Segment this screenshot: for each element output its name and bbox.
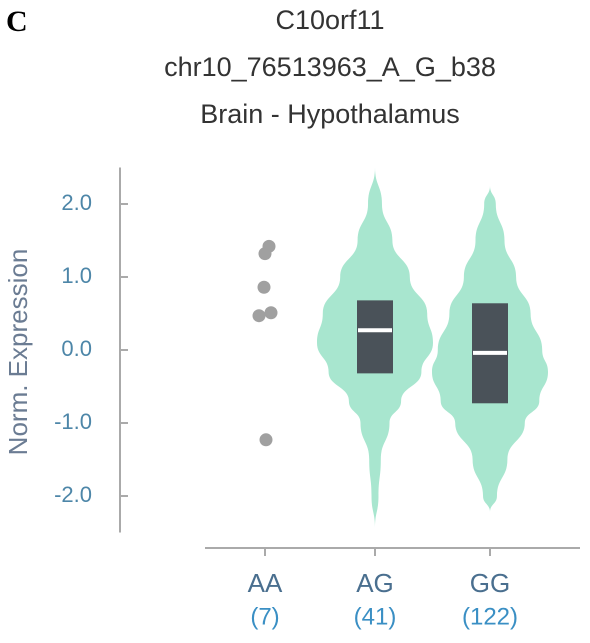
x-tick-label: GG [470, 568, 510, 598]
y-tick-label: 2.0 [61, 190, 92, 215]
data-point [258, 247, 272, 261]
data-point [257, 280, 271, 294]
y-axis-label: Norm. Expression [3, 249, 33, 456]
chart-title: Brain - Hypothalamus [200, 99, 460, 129]
panel-label: C [6, 5, 28, 38]
x-tick-label: AA [248, 568, 283, 598]
box [357, 300, 393, 374]
y-tick-label: -2.0 [54, 482, 92, 507]
y-tick-label: -1.0 [54, 409, 92, 434]
count-label: (7) [250, 603, 279, 630]
data-point [259, 433, 273, 447]
y-tick-label: 0.0 [61, 336, 92, 361]
chart-title: chr10_76513963_A_G_b38 [164, 52, 496, 82]
x-tick-label: AG [356, 568, 394, 598]
chart-title: C10orf11 [275, 5, 384, 35]
data-point [264, 306, 278, 320]
y-tick-label: 1.0 [61, 263, 92, 288]
data-point [252, 309, 266, 323]
count-label: (41) [354, 603, 397, 630]
count-label: (122) [462, 603, 518, 630]
